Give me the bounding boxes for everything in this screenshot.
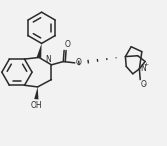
Polygon shape [34,87,38,99]
Text: N: N [140,64,146,73]
Text: -: - [144,81,146,87]
Polygon shape [37,43,42,58]
Text: O: O [141,80,147,89]
Text: O: O [75,58,81,67]
Text: +: + [143,62,148,67]
Text: N: N [45,55,51,64]
Text: O: O [65,40,71,49]
Text: OH: OH [31,101,42,110]
